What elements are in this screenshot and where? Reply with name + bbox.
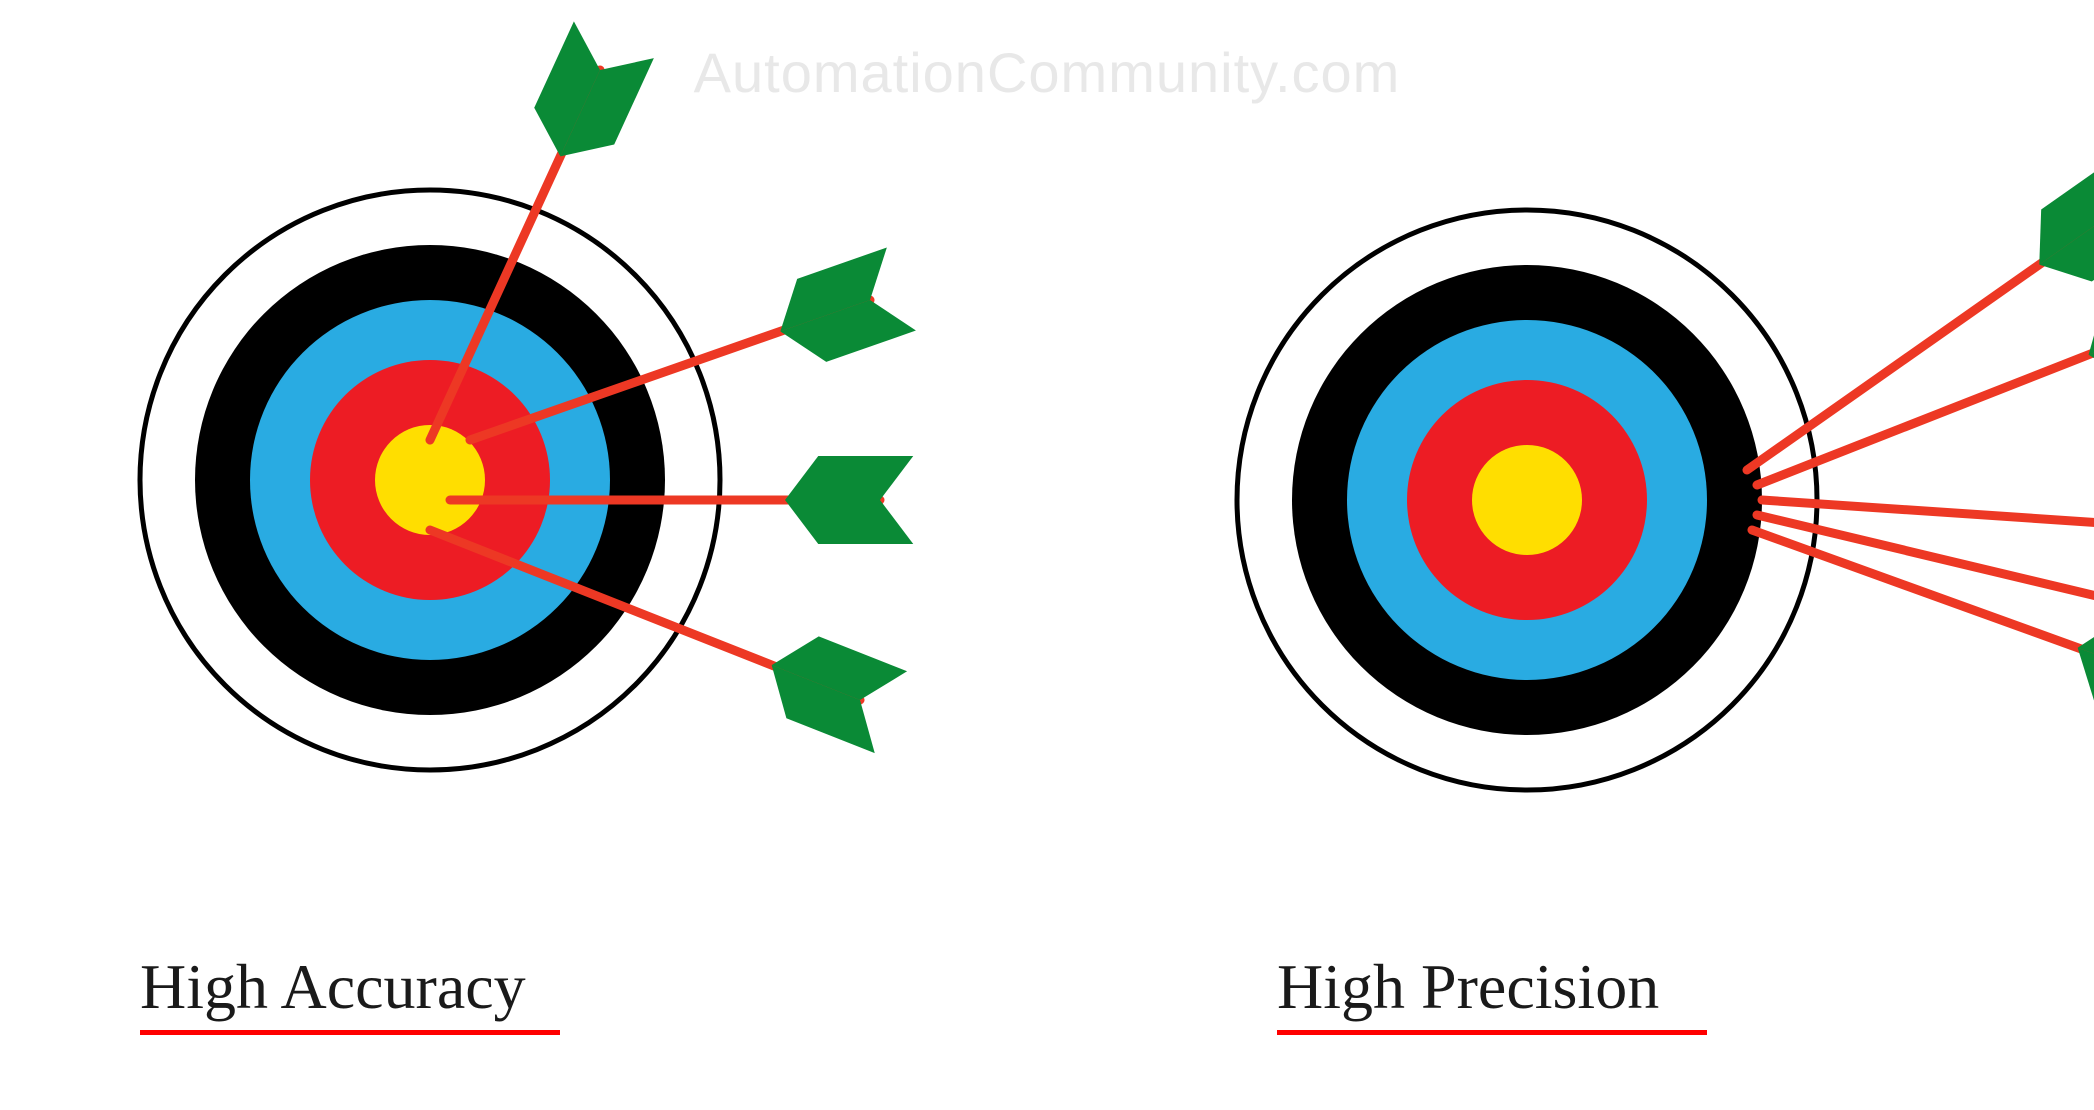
caption-precision-text: High Precision	[1277, 950, 1707, 1024]
panel-high-accuracy: High Accuracy	[0, 0, 1047, 1110]
caption-accuracy: High Accuracy	[140, 950, 560, 1035]
panel-high-precision: High Precision	[1047, 0, 2094, 1110]
caption-precision: High Precision	[1277, 950, 1707, 1035]
target-accuracy-svg	[0, 0, 1047, 1110]
caption-precision-underline	[1277, 1030, 1707, 1035]
caption-accuracy-underline	[140, 1030, 560, 1035]
target-precision-svg	[1047, 0, 2094, 1110]
diagram-canvas: AutomationCommunity.com High Accuracy Hi…	[0, 0, 2094, 1110]
caption-accuracy-text: High Accuracy	[140, 950, 560, 1024]
